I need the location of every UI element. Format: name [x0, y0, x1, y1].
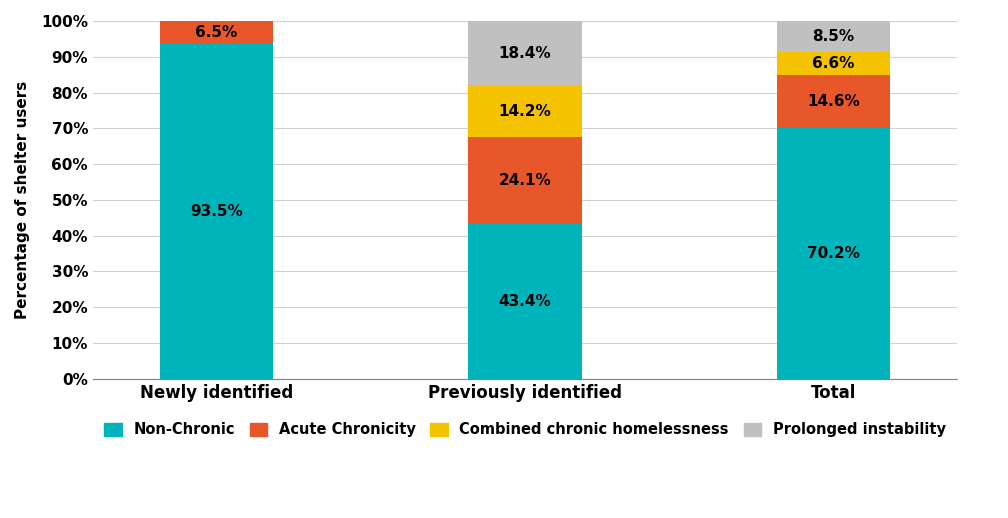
Y-axis label: Percentage of shelter users: Percentage of shelter users [15, 81, 30, 319]
Text: 6.6%: 6.6% [812, 56, 855, 71]
Text: 18.4%: 18.4% [499, 46, 551, 61]
Text: 6.5%: 6.5% [196, 25, 238, 40]
Bar [777, 76, 890, 127]
Bar [777, 127, 890, 379]
Bar [777, 21, 890, 52]
Bar [469, 21, 582, 87]
Bar [469, 137, 582, 223]
Bar [469, 87, 582, 137]
Text: 93.5%: 93.5% [191, 204, 243, 219]
Text: 24.1%: 24.1% [499, 173, 551, 188]
Text: 14.2%: 14.2% [499, 104, 551, 119]
Text: 43.4%: 43.4% [499, 294, 551, 309]
Text: 70.2%: 70.2% [807, 246, 860, 261]
Text: 14.6%: 14.6% [807, 94, 860, 109]
Text: 8.5%: 8.5% [812, 29, 855, 44]
Bar [469, 223, 582, 379]
Bar [160, 44, 273, 379]
Bar [777, 52, 890, 76]
Legend: Non-Chronic, Acute Chronicity, Combined chronic homelessness, Prolonged instabil: Non-Chronic, Acute Chronicity, Combined … [99, 416, 952, 443]
Bar [160, 21, 273, 44]
